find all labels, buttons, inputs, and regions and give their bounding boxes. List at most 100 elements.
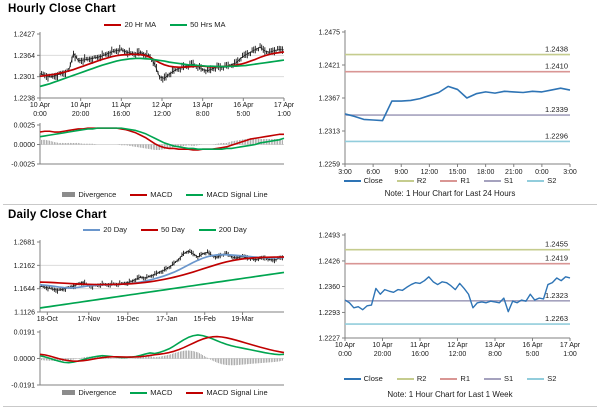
last-24h-note: Note: 1 Hour Chart for Last 24 Hours — [384, 189, 516, 198]
legend-swatch — [343, 179, 361, 182]
svg-text:1.2421: 1.2421 — [319, 63, 341, 70]
svg-text:19-Dec: 19-Dec — [117, 316, 140, 323]
svg-text:0:00: 0:00 — [338, 351, 352, 358]
legend-swatch — [130, 391, 148, 394]
svg-text:12 Apr: 12 Apr — [152, 102, 173, 109]
svg-text:15:00: 15:00 — [449, 169, 467, 176]
svg-text:1.2313: 1.2313 — [319, 129, 341, 136]
svg-text:1:00: 1:00 — [563, 351, 577, 358]
svg-text:1.2238: 1.2238 — [14, 96, 36, 103]
legend-label: 20 Hr MA — [124, 20, 157, 29]
legend-swatch — [527, 377, 545, 380]
legend-label: R1 — [460, 176, 470, 185]
svg-text:13 Apr: 13 Apr — [193, 102, 214, 109]
legend-item-20-day: 20 Day — [83, 225, 127, 234]
svg-text:1.2301: 1.2301 — [14, 74, 36, 81]
legend-label: MACD — [150, 388, 173, 397]
svg-text:10 Apr: 10 Apr — [30, 102, 51, 109]
svg-text:1.2296: 1.2296 — [545, 131, 568, 140]
legend-label: MACD — [150, 190, 173, 199]
svg-text:12:00: 12:00 — [449, 351, 467, 358]
svg-text:18:00: 18:00 — [477, 169, 495, 176]
legend-swatch — [396, 179, 414, 182]
legend-swatch — [527, 179, 545, 182]
svg-text:1.2162: 1.2162 — [14, 263, 36, 270]
legend-label: 50 Day — [161, 225, 185, 234]
svg-text:1.2438: 1.2438 — [545, 45, 568, 54]
legend-label: Divergence — [78, 388, 117, 397]
svg-text:1.2493: 1.2493 — [319, 233, 341, 240]
svg-text:10 Apr: 10 Apr — [372, 342, 393, 349]
svg-text:1.2427: 1.2427 — [14, 32, 36, 39]
svg-text:1.2426: 1.2426 — [319, 258, 341, 265]
legend-label: MACD Signal Line — [206, 388, 268, 397]
svg-text:-0.0025: -0.0025 — [11, 162, 35, 169]
svg-text:1.2263: 1.2263 — [545, 314, 568, 323]
legend-swatch — [62, 192, 76, 197]
legend-swatch — [186, 193, 204, 196]
legend-item-close: Close — [343, 374, 383, 383]
legend-swatch — [186, 391, 204, 394]
legend-label: S2 — [547, 374, 557, 383]
svg-text:1.2475: 1.2475 — [319, 30, 341, 37]
legend-item-20-hr-ma: 20 Hr MA — [104, 20, 156, 29]
hourly-chart-title: Hourly Close Chart — [8, 3, 116, 15]
legend-swatch — [343, 377, 361, 380]
svg-text:3:00: 3:00 — [338, 169, 352, 176]
svg-text:19-Mar: 19-Mar — [231, 316, 254, 323]
svg-text:0.0000: 0.0000 — [14, 356, 36, 363]
legend-swatch — [396, 377, 414, 380]
last-week-legend: Close R2 R1 S1 S2 — [305, 374, 595, 383]
legend-item-s2: S2 — [527, 176, 556, 185]
svg-text:1.2455: 1.2455 — [545, 240, 568, 249]
svg-text:17 Apr: 17 Apr — [560, 342, 581, 349]
legend-item-macd: MACD — [130, 388, 172, 397]
svg-text:0.0191: 0.0191 — [14, 330, 36, 337]
legend-label: Close — [363, 176, 383, 185]
daily-chart-title: Daily Close Chart — [8, 209, 107, 221]
hourly-price-legend: 20 Hr MA 50 Hrs MA — [40, 20, 290, 29]
svg-text:1.2419: 1.2419 — [545, 254, 568, 263]
svg-text:1.2259: 1.2259 — [319, 162, 341, 169]
svg-text:5:00: 5:00 — [237, 111, 251, 118]
last-week-note: Note: 1 Hour Chart for Last 1 Week — [387, 390, 513, 399]
legend-item-divergence: Divergence — [62, 388, 116, 397]
legend-swatch — [484, 179, 501, 182]
legend-item-200-day: 200 Day — [198, 225, 247, 234]
svg-text:1.2227: 1.2227 — [319, 336, 341, 343]
svg-text:10 Apr: 10 Apr — [335, 342, 356, 349]
svg-text:1.1644: 1.1644 — [14, 286, 36, 293]
svg-text:11 Apr: 11 Apr — [410, 342, 430, 349]
svg-text:17-Nov: 17-Nov — [78, 316, 101, 323]
last-24h-legend: Close R2 R1 S1 S2 — [305, 176, 595, 185]
legend-swatch — [141, 228, 159, 231]
svg-text:0:00: 0:00 — [535, 169, 549, 176]
legend-swatch — [104, 23, 122, 26]
svg-text:1.2681: 1.2681 — [14, 240, 36, 247]
legend-item-s2: S2 — [527, 374, 556, 383]
svg-text:18-Oct: 18-Oct — [37, 316, 58, 323]
svg-text:12:00: 12:00 — [153, 111, 171, 118]
svg-text:10 Apr: 10 Apr — [71, 102, 92, 109]
svg-text:17-Jan: 17-Jan — [156, 316, 178, 323]
legend-swatch — [484, 377, 501, 380]
svg-text:21:00: 21:00 — [505, 169, 523, 176]
legend-item-50-hrs-ma: 50 Hrs MA — [170, 20, 226, 29]
legend-item-close: Close — [343, 176, 383, 185]
svg-text:12:00: 12:00 — [421, 169, 439, 176]
legend-item-r2: R2 — [396, 176, 427, 185]
legend-label: R2 — [416, 176, 427, 185]
svg-text:16:00: 16:00 — [411, 351, 429, 358]
legend-swatch — [198, 228, 216, 231]
legend-item-s1: S1 — [484, 176, 513, 185]
svg-text:0:00: 0:00 — [33, 111, 47, 118]
legend-item-s1: S1 — [484, 374, 513, 383]
hourly-macd-chart: 0.0025 0.0000 -0.0025 — [11, 123, 285, 169]
svg-text:1:00: 1:00 — [277, 111, 291, 118]
legend-label: Close — [363, 374, 383, 383]
legend-swatch — [62, 390, 76, 395]
svg-text:1.2360: 1.2360 — [319, 284, 341, 291]
